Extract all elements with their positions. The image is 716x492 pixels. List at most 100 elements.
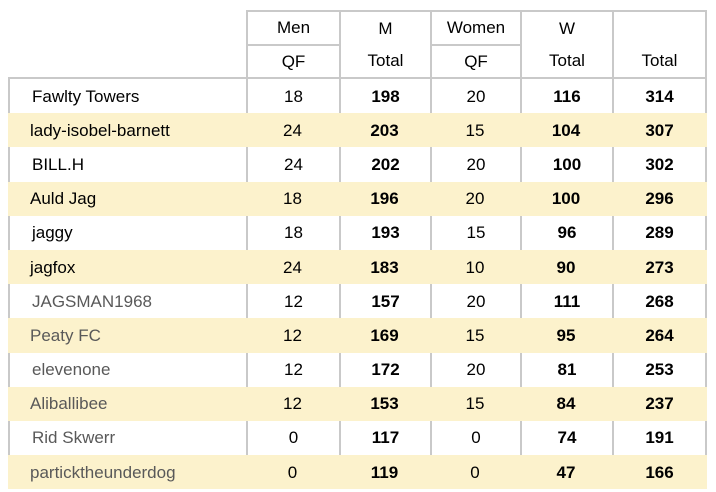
- header-cell-m-total: Total: [367, 51, 404, 71]
- table-row: elevenone 12 172 20 81 253: [8, 352, 707, 387]
- table-row: Peaty FC 12 169 15 95 264: [8, 318, 707, 353]
- cell-m-total: 196: [370, 189, 399, 209]
- header-cell-women-qf: QF: [464, 51, 488, 71]
- cell-total: 296: [645, 189, 674, 209]
- cell-men-qf: 18: [246, 215, 339, 250]
- cell-player-name: jaggy: [8, 215, 246, 250]
- cell-m-total: 172: [339, 352, 430, 387]
- cell-w-total: 100: [520, 147, 612, 182]
- cell-m-total: 153: [370, 394, 399, 414]
- cell-total: 273: [645, 257, 674, 277]
- cell-player-name: JAGSMAN1968: [8, 284, 246, 319]
- cell-total: 268: [612, 284, 707, 319]
- header-cell-men: Men: [248, 12, 339, 46]
- cell-w-total: 74: [520, 420, 612, 456]
- cell-m-total: 117: [339, 420, 430, 456]
- cell-m-total: 169: [370, 325, 399, 345]
- cell-m-total: 157: [339, 284, 430, 319]
- cell-men-qf: 12: [283, 394, 302, 414]
- cell-men-qf: 24: [246, 147, 339, 182]
- cell-total: 307: [645, 120, 674, 140]
- table-row: jaggy 18 193 15 96 289: [8, 215, 707, 250]
- table-row: particktheunderdog 0 119 0 47 166: [8, 455, 707, 490]
- cell-player-name: BILL.H: [8, 147, 246, 182]
- table-row: BILL.H 24 202 20 100 302: [8, 147, 707, 182]
- table-row: Aliballibee 12 153 15 84 237: [8, 386, 707, 421]
- table-header: Men QF M Total Women QF W Total Total: [8, 10, 707, 77]
- cell-men-qf: 24: [283, 120, 302, 140]
- cell-w-total: 104: [551, 120, 581, 140]
- cell-m-total: 202: [339, 147, 430, 182]
- cell-w-total: 81: [520, 352, 612, 387]
- header-cell-blank: [614, 12, 705, 45]
- header-group-m-total: M Total: [339, 10, 430, 77]
- cell-women-qf: 20: [430, 79, 520, 114]
- cell-player-name: Auld Jag: [30, 189, 97, 209]
- table-row: lady-isobel-barnett 24 203 15 104 307: [8, 113, 707, 148]
- cell-men-qf: 12: [246, 352, 339, 387]
- header-cell-women: Women: [432, 12, 520, 46]
- table-row: Auld Jag 18 196 20 100 296: [8, 181, 707, 216]
- cell-women-qf: 20: [430, 284, 520, 319]
- cell-men-qf: 18: [283, 189, 302, 209]
- cell-total: 264: [645, 325, 674, 345]
- cell-women-qf: 10: [465, 257, 485, 277]
- table-row: Rid Skwerr 0 117 0 74 191: [8, 420, 707, 456]
- header-group-women: Women QF: [430, 10, 520, 77]
- cell-total: 302: [612, 147, 707, 182]
- cell-total: 314: [612, 79, 707, 114]
- cell-women-qf: 15: [465, 325, 485, 345]
- cell-player-name: jagfox: [30, 257, 76, 277]
- cell-men-qf: 0: [246, 420, 339, 456]
- cell-w-total: 84: [556, 394, 576, 414]
- header-cell-total: Total: [641, 51, 678, 71]
- cell-player-name: Peaty FC: [30, 325, 101, 345]
- standings-table: Men QF M Total Women QF W Total Total Fa…: [8, 10, 707, 490]
- cell-w-total: 90: [556, 257, 576, 277]
- cell-player-name: Rid Skwerr: [8, 420, 246, 456]
- cell-m-total: 203: [370, 120, 399, 140]
- cell-total: 289: [612, 215, 707, 250]
- header-spacer: [8, 10, 246, 77]
- header-group-men: Men QF: [246, 10, 339, 77]
- cell-men-qf: 18: [246, 79, 339, 114]
- cell-m-total: 183: [370, 257, 399, 277]
- cell-player-name: particktheunderdog: [30, 462, 176, 482]
- header-cell-m: M: [378, 18, 393, 38]
- cell-women-qf: 20: [465, 189, 485, 209]
- cell-women-qf: 20: [430, 147, 520, 182]
- table-body: Fawlty Towers 18 198 20 116 314 lady-iso…: [8, 77, 707, 490]
- cell-m-total: 198: [339, 79, 430, 114]
- cell-women-qf: 15: [465, 394, 485, 414]
- cell-men-qf: 0: [287, 462, 298, 482]
- cell-men-qf: 24: [283, 257, 302, 277]
- cell-total: 191: [612, 420, 707, 456]
- header-cell-men-qf: QF: [281, 51, 306, 71]
- cell-women-qf: 0: [470, 462, 480, 482]
- cell-total: 237: [645, 394, 674, 414]
- cell-w-total: 100: [551, 189, 581, 209]
- cell-women-qf: 15: [465, 120, 485, 140]
- header-cell-w: W: [558, 18, 576, 38]
- cell-men-qf: 12: [246, 284, 339, 319]
- cell-total: 166: [645, 462, 674, 482]
- cell-women-qf: 20: [430, 352, 520, 387]
- cell-player-name: Fawlty Towers: [8, 79, 246, 114]
- cell-w-total: 47: [556, 462, 576, 482]
- cell-w-total: 96: [520, 215, 612, 250]
- cell-w-total: 111: [520, 284, 612, 319]
- header-group-w-total: W Total: [520, 10, 612, 77]
- cell-player-name: Aliballibee: [30, 394, 108, 414]
- cell-women-qf: 0: [430, 420, 520, 456]
- table-row: jagfox 24 183 10 90 273: [8, 249, 707, 285]
- cell-w-total: 95: [556, 325, 576, 345]
- cell-total: 253: [612, 352, 707, 387]
- cell-player-name: lady-isobel-barnett: [30, 120, 170, 140]
- header-group-total: Total: [612, 10, 707, 77]
- cell-men-qf: 12: [283, 325, 302, 345]
- header-cell-w-total: Total: [549, 51, 585, 71]
- cell-m-total: 193: [339, 215, 430, 250]
- cell-women-qf: 15: [430, 215, 520, 250]
- cell-w-total: 116: [520, 79, 612, 114]
- cell-player-name: elevenone: [8, 352, 246, 387]
